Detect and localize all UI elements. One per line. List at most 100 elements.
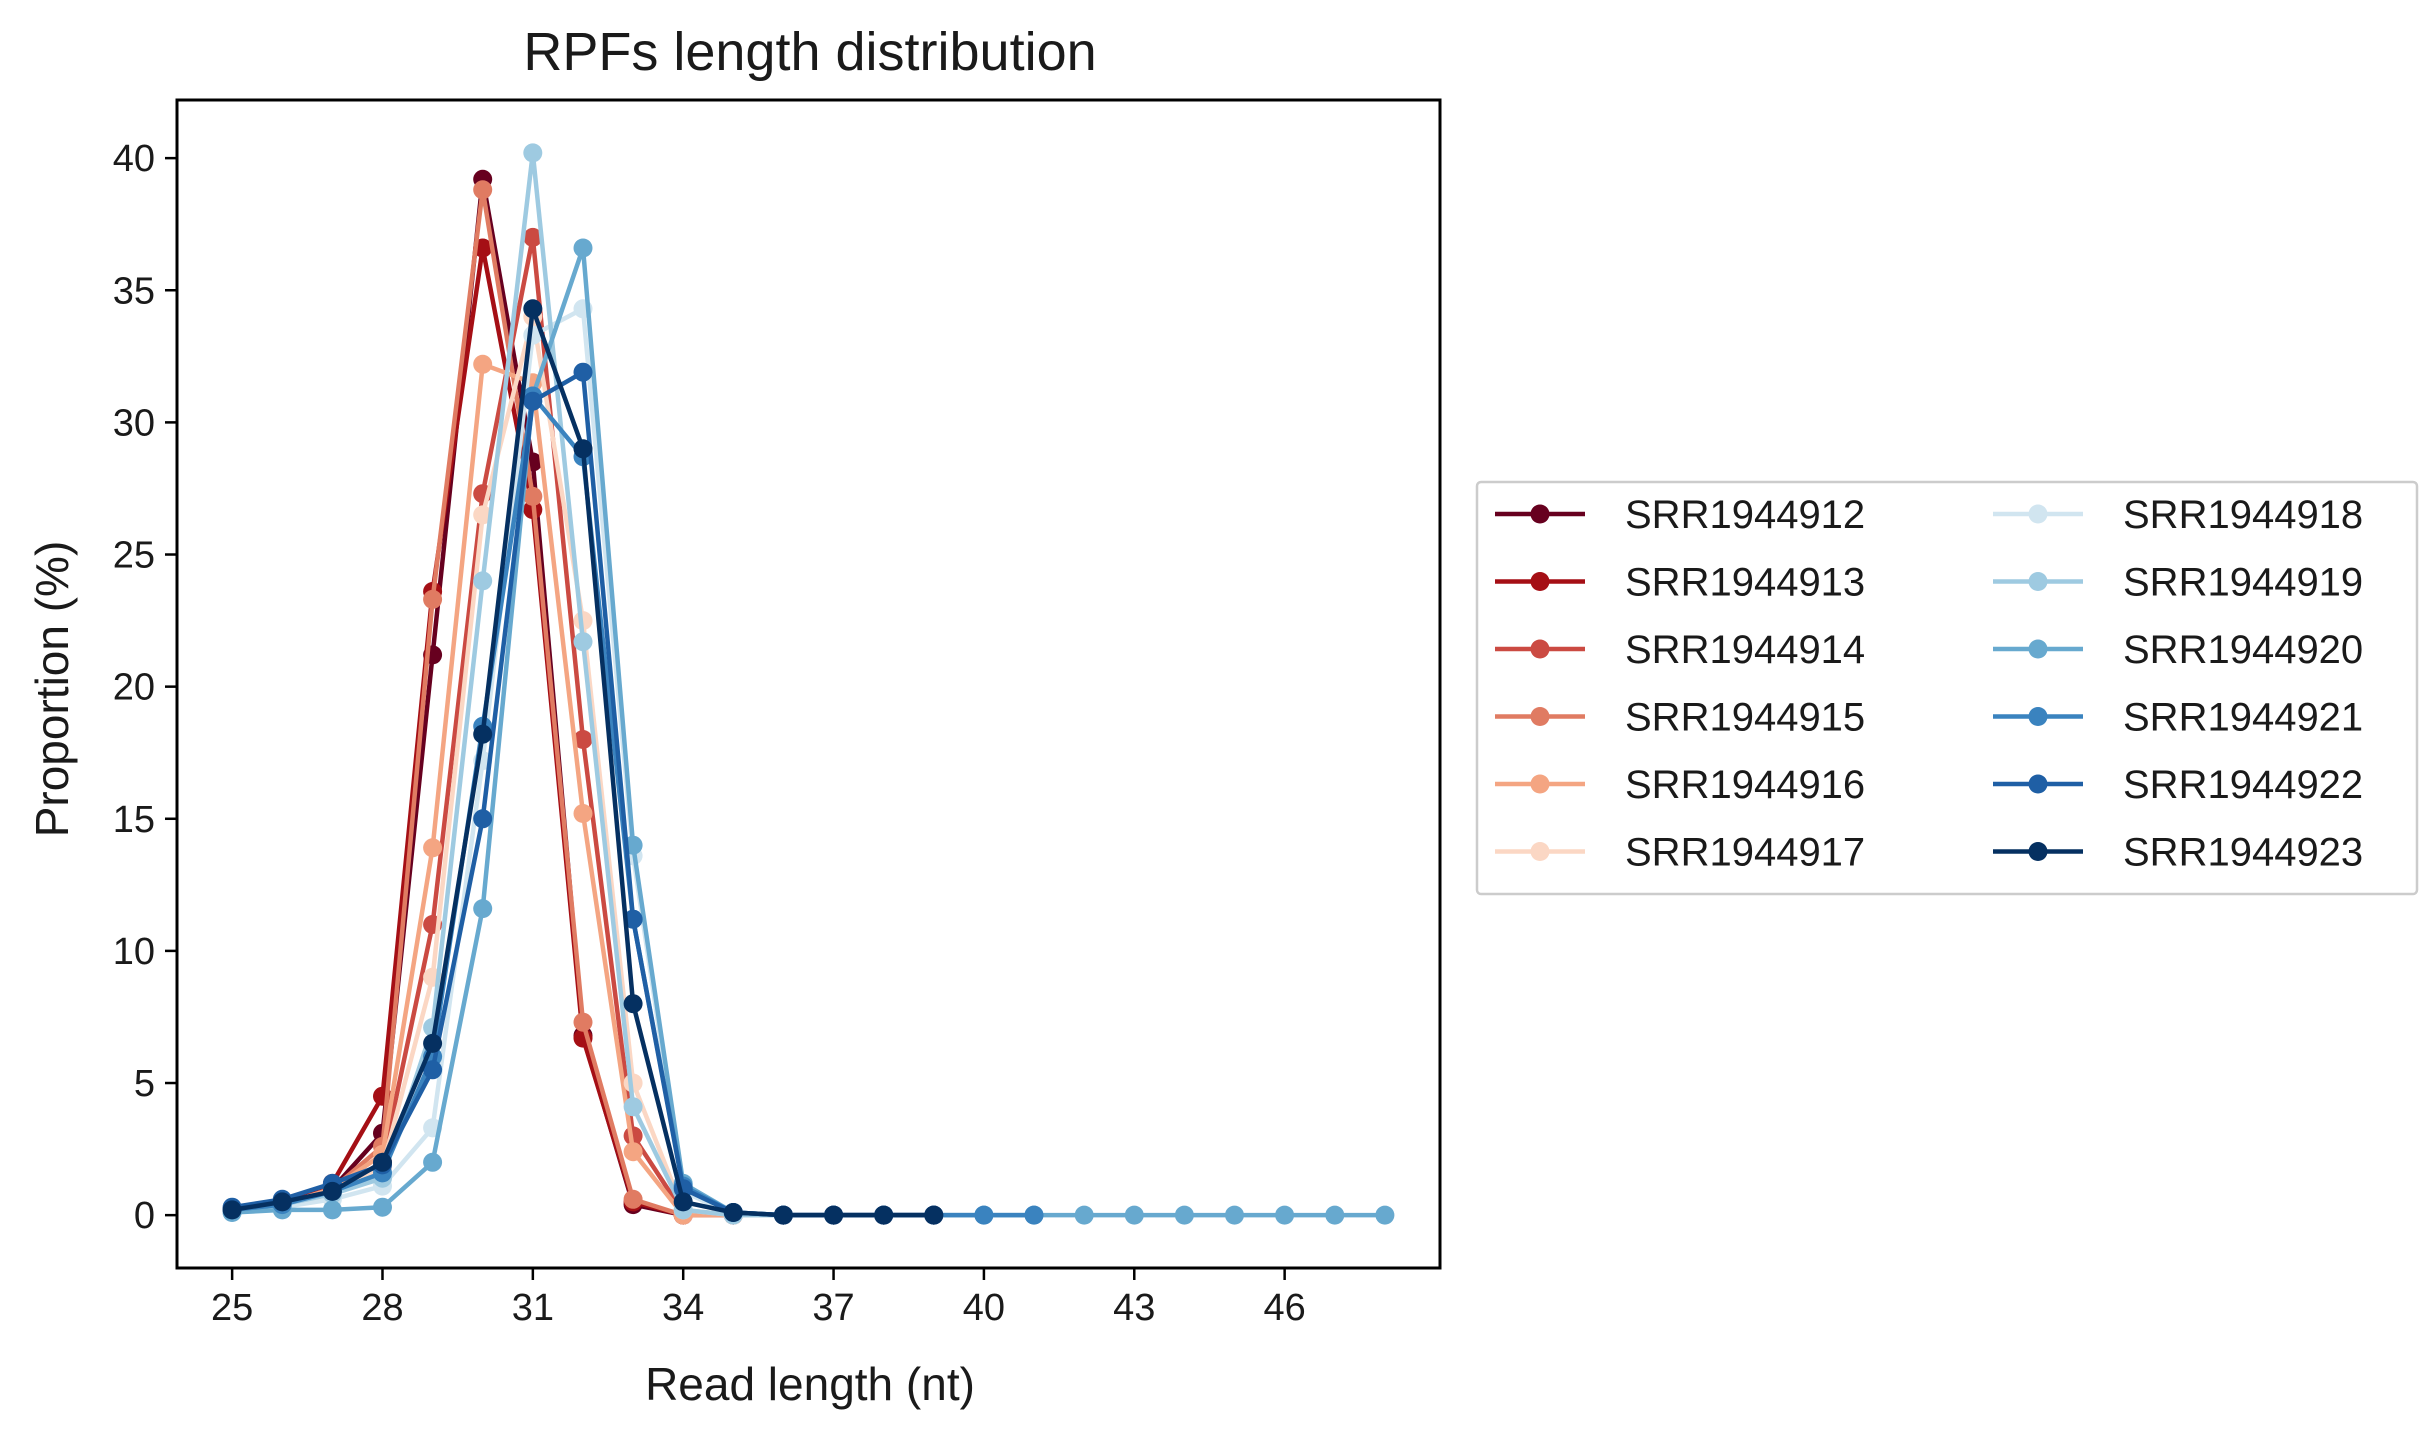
data-point-SRR1944923-36 [773,1205,793,1225]
data-point-SRR1944920-45 [1225,1205,1244,1225]
legend-label-SRR1944921: SRR1944921 [2123,696,2363,740]
data-point-SRR1944921-40 [974,1205,994,1225]
x-tick-label-37: 37 [812,1287,854,1329]
chart-title: RPFs length distribution [523,22,1096,82]
legend-label-SRR1944922: SRR1944922 [2123,763,2363,807]
legend-entry-SRR1944918: SRR1944918 [1993,493,2363,537]
legend-entry-SRR1944923: SRR1944923 [1993,831,2363,875]
data-point-SRR1944923-39 [924,1205,944,1225]
data-point-SRR1944923-28 [373,1152,392,1172]
axes-frame [175,98,1442,1270]
data-point-SRR1944914-31 [523,227,543,247]
legend-marker-SRR1944918 [2028,504,2048,524]
data-point-SRR1944923-37 [824,1205,844,1225]
x-tick-label-25: 25 [211,1287,253,1329]
data-point-SRR1944920-43 [1124,1205,1144,1225]
x-tick-label-34: 34 [662,1287,704,1329]
legend-label-SRR1944917: SRR1944917 [1625,831,1865,875]
legend-label-SRR1944914: SRR1944914 [1625,628,1865,672]
data-point-SRR1944920-48 [1375,1205,1395,1225]
data-point-SRR1944923-35 [723,1203,743,1222]
data-point-SRR1944922-30 [473,809,493,829]
legend-label-SRR1944912: SRR1944912 [1625,493,1865,537]
data-point-SRR1944919-31 [523,143,543,163]
data-point-SRR1944922-29 [423,1060,443,1080]
y-tick-label-15: 15 [113,799,155,841]
axes: 25 28 31 34 37 40 43 46 0 5 10 15 20 25 30 35 40 [113,98,1442,1329]
data-point-SRR1944919-32 [573,632,593,652]
data-point-SRR1944919-33 [623,1097,643,1117]
legend-marker-SRR1944916 [1530,774,1550,794]
series-SRR1944923 [222,299,944,1225]
legend-entry-SRR1944914: SRR1944914 [1495,628,1865,672]
data-point-SRR1944923-31 [523,299,543,319]
legend-entry-SRR1944921: SRR1944921 [1993,696,2363,740]
legend-label-SRR1944915: SRR1944915 [1625,696,1865,740]
legend-entry-SRR1944917: SRR1944917 [1495,831,1865,875]
data-point-SRR1944915-33 [623,1189,643,1209]
legend-entry-SRR1944913: SRR1944913 [1495,561,1865,605]
legend-entry-SRR1944912: SRR1944912 [1495,493,1865,537]
series-SRR1944918 [222,299,944,1225]
y-tick-label-0: 0 [134,1195,155,1237]
y-tick-label-30: 30 [113,402,155,444]
legend-marker-SRR1944915 [1530,707,1550,726]
legend: SRR1944912 SRR1944913 SRR1944914 SRR1944915… [1475,480,2419,896]
data-point-SRR1944923-30 [473,724,493,744]
legend-marker-SRR1944912 [1530,504,1550,524]
legend-entry-SRR1944920: SRR1944920 [1993,628,2363,672]
y-tick-label-10: 10 [113,931,155,973]
series-line-SRR1944912 [229,177,937,1218]
legend-label-SRR1944916: SRR1944916 [1625,763,1865,807]
legend-label-SRR1944919: SRR1944919 [2123,561,2363,605]
x-axis-label: Read length (nt) [645,1358,975,1410]
legend-entry-SRR1944919: SRR1944919 [1993,561,2363,605]
data-point-SRR1944920-44 [1174,1205,1194,1225]
y-tick-label-25: 25 [113,535,155,577]
legend-entry-SRR1944922: SRR1944922 [1993,763,2363,807]
legend-marker-SRR1944914 [1530,639,1550,659]
y-tick-label-35: 35 [113,270,155,312]
data-point-SRR1944920-32 [573,238,593,258]
data-point-SRR1944914-32 [573,730,593,749]
legend-marker-SRR1944922 [2028,774,2048,794]
data-point-SRR1944920-46 [1275,1205,1295,1225]
series-line-SRR1944920 [229,245,1388,1218]
legend-marker-SRR1944913 [1530,572,1550,591]
data-point-SRR1944920-28 [373,1197,392,1217]
legend-marker-SRR1944919 [2028,572,2048,591]
data-point-SRR1944923-32 [573,439,593,459]
legend-label-SRR1944923: SRR1944923 [2123,831,2363,875]
series-line-SRR1944916 [229,362,937,1218]
x-tick-label-28: 28 [361,1287,403,1329]
data-point-SRR1944922-31 [523,391,543,411]
plot-area [222,143,1395,1225]
data-point-SRR1944920-30 [473,899,493,919]
legend-label-SRR1944918: SRR1944918 [2123,493,2363,537]
legend-label-SRR1944920: SRR1944920 [2123,628,2363,672]
series-SRR1944915 [222,180,944,1225]
data-point-SRR1944920-27 [322,1200,342,1220]
series-line-SRR1944915 [229,187,937,1218]
x-tick-label-46: 46 [1263,1287,1305,1329]
legend-marker-SRR1944921 [2028,707,2048,726]
data-point-SRR1944923-27 [322,1181,342,1201]
legend-entry-SRR1944916: SRR1944916 [1495,763,1865,807]
series-SRR1944916 [222,354,944,1225]
y-tick-label-40: 40 [113,138,155,180]
data-point-SRR1944916-32 [573,804,593,823]
legend-box [1475,480,2419,896]
data-point-SRR1944923-26 [272,1192,292,1212]
y-tick-label-20: 20 [113,667,155,709]
x-tick-label-43: 43 [1113,1287,1155,1329]
x-tick-label-31: 31 [512,1287,554,1329]
data-point-SRR1944923-34 [673,1192,693,1212]
legend-entry-SRR1944915: SRR1944915 [1495,696,1865,740]
data-point-SRR1944916-29 [423,838,443,858]
x-tick-label-40: 40 [963,1287,1005,1329]
data-point-SRR1944922-33 [623,909,643,929]
data-point-SRR1944921-41 [1024,1205,1044,1225]
data-point-SRR1944923-25 [222,1200,242,1220]
